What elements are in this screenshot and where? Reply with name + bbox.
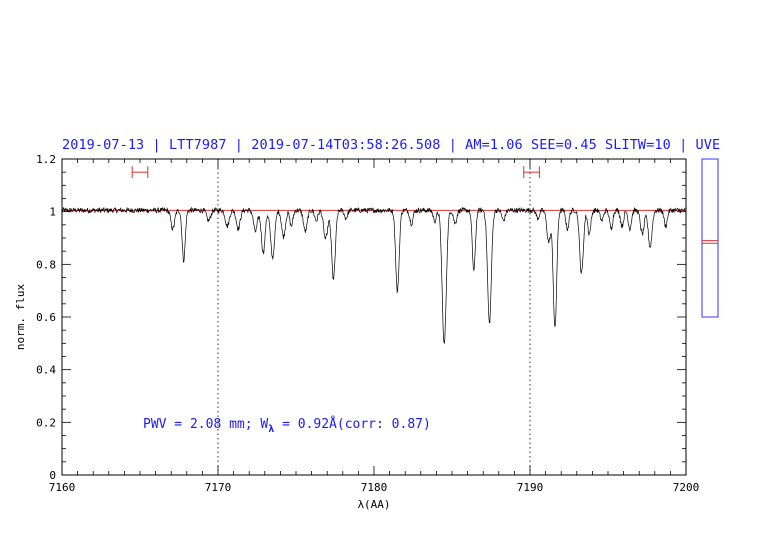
w-subscript: λ: [268, 424, 274, 435]
w-text: = 0.92Å(corr: 0.87): [274, 416, 431, 432]
side-panel: [701, 158, 719, 318]
x-tick-label: 7190: [517, 481, 544, 494]
y-tick-label: 1: [49, 206, 56, 219]
y-tick-label: 0.4: [36, 364, 56, 377]
x-axis-label: λ(AA): [357, 498, 390, 511]
x-tick-label: 7200: [673, 481, 700, 494]
y-tick-label: 1.2: [36, 153, 56, 166]
y-axis-label: norm. flux: [14, 284, 27, 351]
x-tick-label: 7170: [205, 481, 232, 494]
y-tick-label: 0.8: [36, 258, 56, 271]
axis-layer: 7160 7170 7180 7190 7200 0 0.2 0.4 0.6 0.8 1 1.2 λ(A…: [14, 153, 699, 511]
range-marker-1: [131, 166, 149, 179]
range-marker-2: [523, 166, 540, 179]
side-range-box: [701, 158, 719, 318]
y-tick-label: 0.2: [36, 416, 56, 429]
x-tick-label: 7180: [361, 481, 388, 494]
pwv-annotation: PWV = 2.08 mm; Wλ = 0.92Å(corr: 0.87): [143, 416, 431, 435]
spectrum-line: [61, 206, 687, 344]
range-marker-layer: [131, 166, 540, 179]
spectrum-layer: [61, 206, 687, 344]
y-tick-label: 0: [49, 469, 56, 482]
chart-title: 2019-07-13 | LTT7987 | 2019-07-14T03:58:…: [62, 137, 721, 153]
pwv-text: PWV = 2.08 mm; W: [143, 417, 268, 432]
grid-layer: [217, 159, 531, 475]
x-tick-label: 7160: [49, 481, 76, 494]
y-tick-label: 0.6: [36, 311, 56, 324]
